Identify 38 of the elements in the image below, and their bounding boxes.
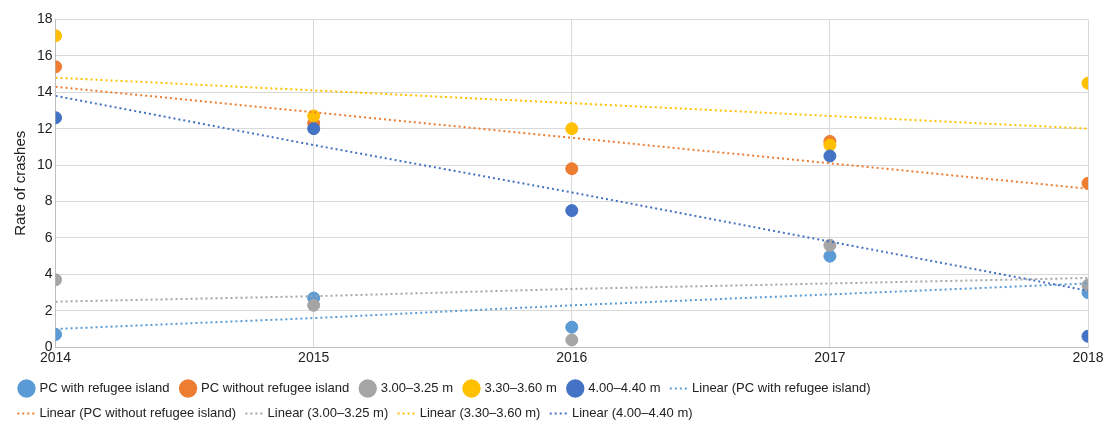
point [565,333,579,347]
legend-label: 3.00–3.25 m [380,380,453,396]
y-tick-label: 2 [44,301,53,318]
legend-label: PC with refugee island [39,380,170,396]
point [307,298,321,312]
legend-label: PC without refugee island [201,380,350,396]
y-tick-label: 10 [36,155,53,172]
point [565,162,579,176]
point [823,138,837,152]
point [565,320,579,334]
point [565,122,579,136]
line-series [55,85,1088,190]
y-tick-label: 18 [36,10,53,27]
legend-label: 4.00–4.40 m [588,380,661,396]
legend-label: Linear (4.00–4.40 m) [571,405,693,421]
point [307,122,321,136]
y-tick-label: 14 [36,83,53,100]
y-tick-label: 16 [36,46,53,63]
y-axis-title: Rate of crashes [11,130,29,236]
legend-label: 3.30–3.60 m [484,380,557,396]
line-series [55,76,1088,130]
point [823,149,837,163]
legend-label: Linear (PC with refugee island) [692,380,871,396]
y-tick-label: 12 [36,119,53,136]
point [565,204,579,218]
legend-label: Linear (PC without refugee island) [39,405,237,421]
x-tick-label: 2015 [298,349,330,366]
y-tick-label: 4 [44,265,53,282]
point [823,249,837,263]
y-tick-label: 6 [44,228,53,245]
legend-label: Linear (3.30–3.60 m) [419,405,541,421]
x-tick-label: 2018 [1072,349,1104,366]
y-tick-label: 8 [44,192,53,209]
point [823,238,837,252]
x-tick-label: 2016 [556,349,588,366]
point [307,109,321,123]
legend-label: Linear (3.00–3.25 m) [267,405,389,421]
x-tick-label: 2017 [814,349,846,366]
